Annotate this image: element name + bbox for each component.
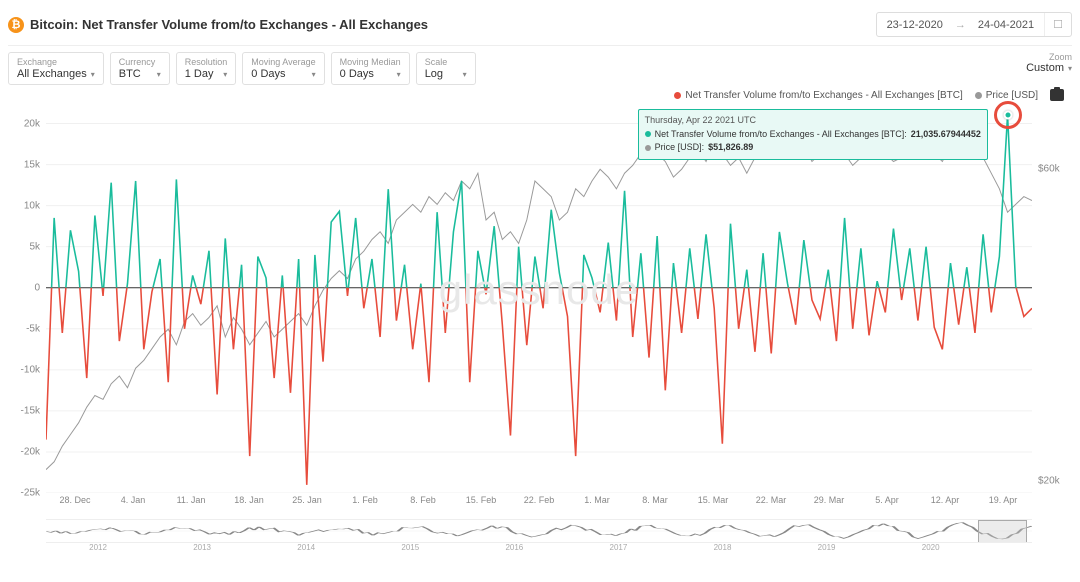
chart-title: Bitcoin: Net Transfer Volume from/to Exc… (30, 17, 428, 32)
chevron-down-icon: ▾ (312, 70, 316, 79)
legend-price[interactable]: Price [USD] (975, 90, 1038, 101)
scale-selector[interactable]: Scale Log▾ (416, 52, 476, 85)
chart-legend: Net Transfer Volume from/to Exchanges - … (8, 85, 1072, 103)
chevron-down-icon: ▾ (1068, 64, 1072, 73)
moving-average-selector[interactable]: Moving Average 0 Days▾ (242, 52, 324, 85)
moving-median-selector[interactable]: Moving Median 0 Days▾ (331, 52, 410, 85)
marker-dot (1003, 111, 1012, 120)
currency-selector[interactable]: Currency BTC▾ (110, 52, 170, 85)
date-arrow-icon: → (953, 19, 968, 31)
legend-dot-icon (975, 92, 982, 99)
y-axis-right: $60k$20k (1034, 103, 1068, 493)
chart-plot[interactable]: glassnode Thursday, Apr 22 2021 UTC Net … (46, 103, 1032, 493)
date-from[interactable]: 23-12-2020 (877, 14, 953, 36)
chevron-down-icon: ▾ (223, 70, 227, 79)
exchange-selector[interactable]: Exchange All Exchanges▾ (8, 52, 104, 85)
calendar-icon[interactable]: ☐ (1044, 13, 1071, 36)
bitcoin-icon: ₿ (8, 17, 24, 33)
range-selection[interactable] (978, 520, 1027, 543)
resolution-selector[interactable]: Resolution 1 Day▾ (176, 52, 237, 85)
chevron-down-icon: ▾ (157, 70, 161, 79)
chevron-down-icon: ▾ (397, 70, 401, 79)
date-to[interactable]: 24-04-2021 (968, 14, 1044, 36)
chevron-down-icon: ▾ (463, 70, 467, 79)
chevron-down-icon: ▾ (91, 70, 95, 79)
chart-header: ₿ Bitcoin: Net Transfer Volume from/to E… (8, 8, 1072, 46)
chart-tooltip: Thursday, Apr 22 2021 UTC Net Transfer V… (638, 109, 988, 160)
date-range-picker[interactable]: 23-12-2020 → 24-04-2021 ☐ (876, 12, 1072, 37)
legend-dot-icon (674, 92, 681, 99)
screenshot-button[interactable] (1050, 89, 1064, 101)
mini-plot[interactable] (46, 519, 1032, 543)
range-navigator[interactable]: 201220132014201520162017201820192020 (12, 519, 1068, 555)
y-axis-left: 20k15k10k5k0-5k-10k-15k-20k-25k (12, 103, 44, 493)
legend-volume[interactable]: Net Transfer Volume from/to Exchanges - … (674, 90, 962, 101)
zoom-selector[interactable]: Zoom Custom▾ (1026, 52, 1072, 74)
mini-years: 201220132014201520162017201820192020 (46, 543, 1032, 555)
chart-controls: Exchange All Exchanges▾ Currency BTC▾ Re… (8, 46, 1072, 85)
chart-svg (46, 103, 1032, 493)
chart-area[interactable]: 20k15k10k5k0-5k-10k-15k-20k-25k $60k$20k… (12, 103, 1068, 513)
x-axis: 28. Dec4. Jan11. Jan18. Jan25. Jan1. Feb… (46, 493, 1032, 513)
